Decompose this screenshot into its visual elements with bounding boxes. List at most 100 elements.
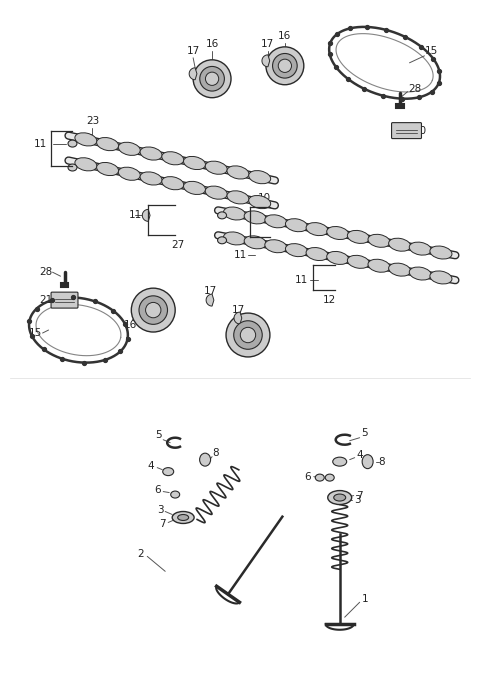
Ellipse shape	[389, 238, 411, 251]
Ellipse shape	[265, 239, 287, 253]
Text: 4: 4	[356, 449, 363, 460]
Text: 11: 11	[295, 275, 309, 285]
Circle shape	[145, 302, 161, 318]
Ellipse shape	[265, 215, 287, 228]
Circle shape	[205, 72, 219, 85]
Text: 10: 10	[257, 194, 271, 203]
Text: 17: 17	[187, 46, 200, 56]
Ellipse shape	[244, 236, 266, 249]
Ellipse shape	[368, 259, 390, 272]
Ellipse shape	[333, 457, 347, 466]
Circle shape	[200, 66, 224, 91]
Ellipse shape	[163, 468, 174, 475]
Text: 5: 5	[155, 430, 162, 440]
Circle shape	[266, 47, 304, 85]
Ellipse shape	[244, 211, 266, 224]
Ellipse shape	[178, 514, 189, 520]
Polygon shape	[234, 312, 242, 324]
Text: 16: 16	[278, 31, 291, 41]
Ellipse shape	[171, 491, 180, 498]
Ellipse shape	[227, 191, 249, 204]
Ellipse shape	[348, 255, 370, 268]
Ellipse shape	[409, 267, 432, 280]
Ellipse shape	[224, 207, 246, 220]
Ellipse shape	[286, 219, 308, 232]
Polygon shape	[206, 294, 214, 306]
Text: 6: 6	[154, 485, 160, 494]
Text: 17: 17	[261, 39, 275, 49]
Text: 6: 6	[304, 472, 311, 481]
Ellipse shape	[334, 494, 346, 501]
Ellipse shape	[306, 248, 328, 261]
Ellipse shape	[140, 172, 162, 185]
Ellipse shape	[368, 235, 390, 248]
Ellipse shape	[249, 196, 271, 209]
Ellipse shape	[183, 156, 205, 170]
Text: 12: 12	[323, 295, 336, 305]
Ellipse shape	[430, 271, 452, 284]
Text: 15: 15	[29, 328, 42, 338]
Ellipse shape	[162, 151, 184, 165]
Text: 7: 7	[159, 520, 166, 529]
Text: 21: 21	[39, 295, 52, 305]
Text: 3: 3	[354, 494, 361, 505]
Text: 28: 28	[39, 267, 52, 277]
Ellipse shape	[205, 186, 227, 199]
Text: 1: 1	[361, 594, 368, 604]
Ellipse shape	[325, 474, 334, 481]
Ellipse shape	[328, 490, 352, 505]
Ellipse shape	[200, 453, 211, 466]
Ellipse shape	[75, 158, 97, 171]
Ellipse shape	[217, 237, 227, 243]
Ellipse shape	[249, 170, 271, 183]
Text: 5: 5	[361, 428, 368, 438]
Text: 17: 17	[204, 286, 216, 296]
Text: 3: 3	[157, 505, 164, 514]
Ellipse shape	[183, 181, 205, 194]
Circle shape	[139, 296, 168, 325]
Ellipse shape	[140, 147, 162, 160]
Ellipse shape	[362, 455, 373, 469]
Circle shape	[234, 321, 262, 349]
Text: 28: 28	[408, 84, 421, 93]
Ellipse shape	[327, 226, 349, 239]
Ellipse shape	[205, 161, 227, 175]
Ellipse shape	[227, 166, 249, 179]
Ellipse shape	[119, 167, 140, 180]
FancyBboxPatch shape	[51, 292, 78, 308]
Circle shape	[226, 313, 270, 357]
Ellipse shape	[315, 474, 324, 481]
Text: 16: 16	[205, 39, 219, 49]
Ellipse shape	[96, 138, 119, 151]
Text: 7: 7	[356, 490, 363, 501]
Ellipse shape	[409, 242, 432, 255]
Ellipse shape	[389, 263, 411, 276]
Text: 27: 27	[171, 240, 185, 250]
Text: 11: 11	[233, 250, 247, 261]
Text: 8: 8	[212, 447, 218, 458]
Polygon shape	[262, 55, 270, 67]
Ellipse shape	[68, 140, 77, 147]
Ellipse shape	[286, 243, 308, 256]
Ellipse shape	[217, 212, 227, 219]
Ellipse shape	[348, 231, 370, 243]
Ellipse shape	[430, 246, 452, 259]
Text: 15: 15	[425, 46, 438, 56]
Text: 11: 11	[34, 138, 47, 149]
Text: 23: 23	[86, 116, 99, 125]
Circle shape	[273, 53, 297, 78]
Ellipse shape	[327, 252, 349, 265]
Polygon shape	[189, 68, 197, 80]
Text: 16: 16	[239, 340, 252, 350]
Text: 11: 11	[129, 210, 142, 220]
Polygon shape	[142, 209, 150, 222]
Ellipse shape	[119, 143, 140, 155]
Text: 8: 8	[378, 457, 385, 466]
Text: 16: 16	[124, 320, 137, 330]
Ellipse shape	[224, 232, 246, 245]
Ellipse shape	[68, 164, 77, 171]
Ellipse shape	[162, 177, 184, 190]
Text: 17: 17	[231, 305, 245, 315]
Text: 20: 20	[413, 125, 426, 136]
Circle shape	[132, 288, 175, 332]
